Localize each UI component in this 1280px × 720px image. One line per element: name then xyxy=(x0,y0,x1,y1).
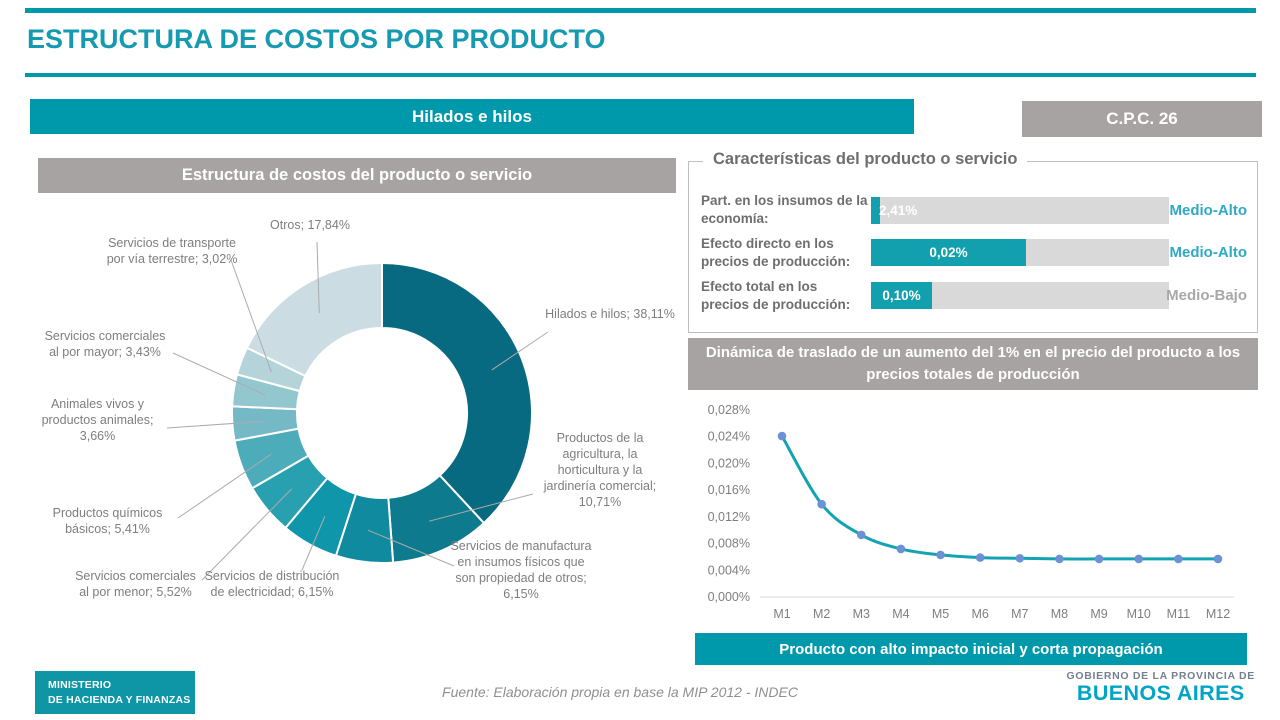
data-point xyxy=(1094,554,1104,564)
y-axis-tick: 0,016% xyxy=(708,483,750,497)
data-point xyxy=(1213,554,1223,564)
ministry-logo: MINISTERIO DE HACIENDA Y FINANZAS xyxy=(35,671,195,714)
donut-leader-line xyxy=(367,529,455,567)
donut-label: Hilados e hilos; 38,11% xyxy=(545,307,675,321)
x-axis-tick: M10 xyxy=(1127,607,1151,621)
y-axis-tick: 0,012% xyxy=(708,510,750,524)
ministry-logo-line1: MINISTERIO xyxy=(48,678,112,691)
donut-label: Servicios comerciales al por menor; 5,52… xyxy=(75,569,196,599)
x-axis-tick: M6 xyxy=(971,607,988,621)
characteristic-value: 0,02% xyxy=(929,245,968,260)
donut-label: Servicios de transporte por vía terrestr… xyxy=(106,236,238,266)
characteristics-panel: Part. en los insumos de la economía: 2,41… xyxy=(688,161,1258,333)
characteristic-rating: Medio-Alto xyxy=(1169,244,1247,261)
donut-label: Servicios de manufactura en insumos físi… xyxy=(450,539,592,601)
line-series xyxy=(780,435,1218,561)
characteristic-bar-fill xyxy=(871,239,1026,266)
x-axis-tick: M7 xyxy=(1011,607,1028,621)
data-point xyxy=(1055,554,1064,564)
donut-leader-line xyxy=(491,331,549,371)
x-axis-tick: M1 xyxy=(773,607,790,621)
donut-label: Servicios comerciales al por mayor; 3,43… xyxy=(44,329,166,359)
characteristics-panel-title: Características del producto o servicio xyxy=(703,150,1028,169)
ministry-logo-line2: DE HACIENDA Y FINANZAS xyxy=(48,693,191,706)
government-logo-line1: GOBIERNO DE LA PROVINCIA DE xyxy=(1066,670,1255,682)
data-point xyxy=(1134,554,1144,564)
x-axis-tick: M2 xyxy=(813,607,830,621)
donut-segment xyxy=(381,261,533,525)
donut-leader-line xyxy=(201,488,293,581)
data-point xyxy=(1174,554,1183,564)
data-point xyxy=(975,553,985,562)
x-axis-tick: M8 xyxy=(1051,607,1068,621)
donut-leader-line xyxy=(301,516,326,571)
page-title: ESTRUCTURA DE COSTOS POR PRODUCTO xyxy=(27,24,606,54)
donut-label: Productos químicos básicos; 5,41% xyxy=(52,506,163,536)
propagation-line-chart: 0,000% 0,004% 0,008% 0,012% 0,016% 0,020% 0,02… xyxy=(708,403,1234,621)
characteristic-label: Efecto total en los precios de producció… xyxy=(701,279,851,313)
x-axis-tick: M4 xyxy=(892,607,909,621)
donut-label: Servicios de distribución de electricida… xyxy=(204,569,340,599)
characteristic-bar-track: 2,41% xyxy=(871,197,1169,224)
donut-leader-line xyxy=(230,259,272,373)
cpc-badge: C.P.C. 26 xyxy=(1022,101,1262,137)
cost-structure-panel-title: Estructura de costos del producto o serv… xyxy=(38,158,676,193)
data-point xyxy=(777,431,787,441)
donut-leader-line xyxy=(428,493,534,522)
x-axis-tick: M3 xyxy=(853,607,870,621)
donut-leader-line xyxy=(172,352,266,396)
x-axis-tick: M5 xyxy=(932,607,949,621)
characteristic-label: Efecto directo en los precios de producc… xyxy=(701,236,851,270)
donut-segment xyxy=(245,261,383,378)
y-axis-tick: 0,024% xyxy=(708,430,750,444)
characteristic-bar-track: 0,10% xyxy=(871,282,1169,309)
y-axis-tick: 0,004% xyxy=(708,563,750,577)
characteristic-label: Part. en los insumos de la economía: xyxy=(701,193,868,227)
characteristic-value: 0,10% xyxy=(882,288,921,303)
donut-label: Otros; 17,84% xyxy=(270,218,350,232)
characteristic-bar-track: 0,02% xyxy=(871,239,1169,266)
characteristic-rating: Medio-Bajo xyxy=(1166,287,1247,304)
donut-leader-line xyxy=(316,241,320,314)
characteristic-bar-fill xyxy=(871,197,880,224)
donut-chart xyxy=(166,241,549,581)
title-underline xyxy=(25,73,1256,77)
product-banner: Hilados e hilos xyxy=(30,99,914,134)
x-axis-tick: M11 xyxy=(1167,607,1190,621)
donut-label: Productos de la agricultura, la horticul… xyxy=(543,431,657,509)
source-note: Fuente: Elaboración propia en base la MI… xyxy=(442,684,798,700)
top-rule xyxy=(25,8,1256,13)
data-point xyxy=(896,544,906,554)
impact-conclusion-banner: Producto con alto impacto inicial y cort… xyxy=(695,633,1247,665)
data-point xyxy=(936,550,945,560)
dynamics-banner-title: Dinámica de traslado de un aumento del 1… xyxy=(688,338,1258,390)
x-axis-tick: M12 xyxy=(1206,607,1230,621)
characteristic-rating: Medio-Alto xyxy=(1169,202,1247,219)
x-axis-tick: M9 xyxy=(1090,607,1107,621)
y-axis-tick: 0,000% xyxy=(708,590,750,604)
donut-leader-line xyxy=(166,420,265,429)
donut-leader-line xyxy=(177,453,272,519)
y-axis-tick: 0,020% xyxy=(708,456,750,470)
characteristic-bar-fill xyxy=(871,282,932,309)
data-point xyxy=(817,499,826,509)
data-point xyxy=(856,530,866,540)
government-logo: GOBIERNO DE LA PROVINCIA DE BUENOS AIRES xyxy=(1067,670,1255,705)
government-logo-line2: BUENOS AIRES xyxy=(1076,681,1245,705)
donut-label: Animales vivos y productos animales; 3,6… xyxy=(41,397,154,443)
y-axis-tick: 0,008% xyxy=(708,537,750,551)
data-point xyxy=(1015,553,1025,563)
y-axis-tick: 0,028% xyxy=(708,403,750,417)
characteristic-value: 2,41% xyxy=(879,203,918,218)
